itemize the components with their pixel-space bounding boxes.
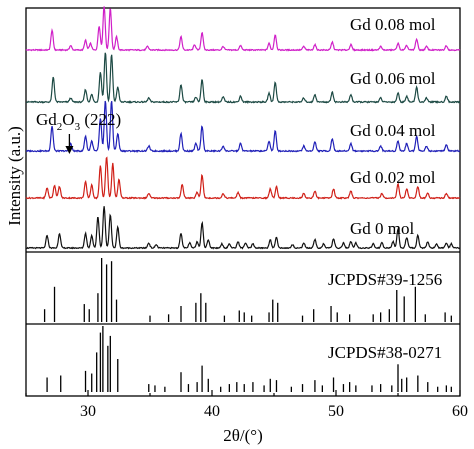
reference-layer	[43, 258, 452, 392]
series-layer	[25, 6, 461, 250]
series-label-2: Gd 0.04 mol	[350, 121, 436, 140]
series-label-1: Gd 0.06 mol	[350, 69, 436, 88]
annotation-label: Gd2O3 (222)	[36, 110, 121, 133]
series-label-3: Gd 0.02 mol	[350, 168, 436, 187]
x-axis-title: 2θ/(°)	[223, 426, 263, 445]
annotation-arrow	[65, 134, 74, 154]
y-axis-title: Intensity (a.u.)	[5, 126, 24, 226]
x-tick-label-40: 40	[204, 403, 220, 420]
x-tick-layer: 30 40 50 60	[25, 390, 468, 420]
series-label-0: Gd 0.08 mol	[350, 15, 436, 34]
x-tick-label-60: 60	[452, 403, 468, 420]
series-line-3	[25, 156, 461, 200]
series-line-1	[25, 52, 461, 104]
x-tick-label-50: 50	[328, 403, 344, 420]
series-label-4: Gd 0 mol	[350, 219, 415, 238]
series-line-0	[25, 6, 461, 52]
reference-label-1: JCPDS#38-0271	[328, 343, 442, 362]
reference-label-0: JCPDS#39-1256	[328, 270, 442, 289]
series-line-4	[25, 206, 461, 250]
series-line-2	[25, 100, 461, 153]
plot-frame	[25, 7, 461, 397]
annotation-arrow-head	[65, 146, 74, 154]
x-tick-label-30: 30	[80, 403, 96, 420]
